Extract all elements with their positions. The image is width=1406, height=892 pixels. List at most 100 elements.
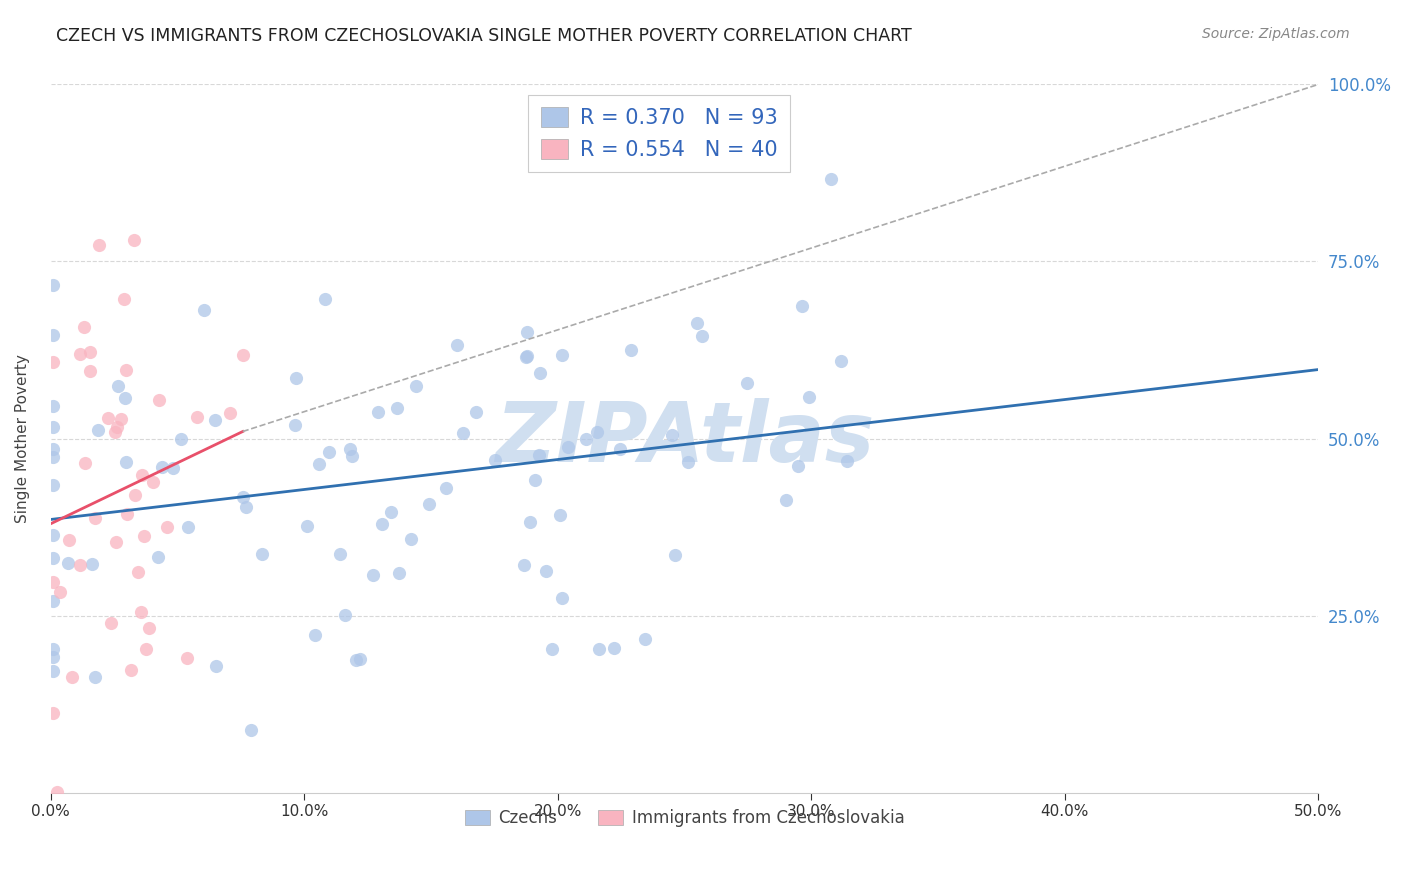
Point <box>115 363 138 377</box>
Point <box>349 652 371 666</box>
Point <box>42 450 65 464</box>
Point <box>314 292 336 306</box>
Point <box>548 508 571 523</box>
Point <box>586 425 609 440</box>
Point <box>588 641 610 656</box>
Point <box>115 455 138 469</box>
Point <box>342 449 364 463</box>
Point <box>42 399 65 413</box>
Point <box>42 477 65 491</box>
Point <box>110 412 132 426</box>
Legend: Czechs, Immigrants from Czechoslovakia: Czechs, Immigrants from Czechoslovakia <box>458 803 911 834</box>
Point <box>186 409 208 424</box>
Point <box>690 329 713 343</box>
Point <box>84 511 107 525</box>
Point <box>79 364 101 378</box>
Point <box>170 433 193 447</box>
Point <box>120 663 142 677</box>
Point <box>79 345 101 359</box>
Point <box>205 659 228 673</box>
Point <box>385 401 408 415</box>
Y-axis label: Single Mother Poverty: Single Mother Poverty <box>15 354 30 523</box>
Point <box>42 551 65 566</box>
Point <box>775 493 797 508</box>
Point <box>333 608 356 623</box>
Point <box>634 632 657 646</box>
Point <box>837 454 859 468</box>
Point <box>42 442 65 456</box>
Point <box>42 665 65 679</box>
Point <box>127 566 149 580</box>
Point <box>529 366 551 380</box>
Point <box>250 547 273 561</box>
Point <box>557 441 579 455</box>
Point <box>148 393 170 408</box>
Point <box>399 532 422 546</box>
Point <box>464 405 486 419</box>
Point <box>361 567 384 582</box>
Point <box>146 550 169 565</box>
Point <box>42 420 65 434</box>
Point <box>516 349 538 363</box>
Point <box>540 641 562 656</box>
Point <box>344 653 367 667</box>
Point <box>42 706 65 721</box>
Point <box>134 529 156 543</box>
Point <box>405 379 427 393</box>
Point <box>551 591 574 606</box>
Point <box>551 348 574 362</box>
Point <box>318 445 340 459</box>
Point <box>42 528 65 542</box>
Point <box>75 456 97 470</box>
Point <box>100 616 122 631</box>
Point <box>786 458 808 473</box>
Point <box>434 481 457 495</box>
Point <box>232 490 254 504</box>
Point <box>329 547 352 561</box>
Point <box>177 520 200 534</box>
Point <box>297 519 319 533</box>
Point <box>529 448 551 462</box>
Point <box>42 278 65 293</box>
Point <box>42 642 65 657</box>
Text: CZECH VS IMMIGRANTS FROM CZECHOSLOVAKIA SINGLE MOTHER POVERTY CORRELATION CHART: CZECH VS IMMIGRANTS FROM CZECHOSLOVAKIA … <box>56 27 912 45</box>
Point <box>129 605 152 619</box>
Point <box>575 432 598 446</box>
Point <box>73 319 96 334</box>
Point <box>219 406 242 420</box>
Point <box>42 355 65 369</box>
Text: Source: ZipAtlas.com: Source: ZipAtlas.com <box>1202 27 1350 41</box>
Point <box>204 413 226 427</box>
Point <box>232 348 254 362</box>
Point <box>453 426 475 441</box>
Point <box>42 574 65 589</box>
Point <box>418 497 440 511</box>
Point <box>105 420 128 434</box>
Point <box>534 564 557 578</box>
Point <box>69 558 91 573</box>
Point <box>124 488 146 502</box>
Point <box>239 723 262 737</box>
Point <box>519 515 541 529</box>
Point <box>380 505 402 519</box>
Point <box>523 474 546 488</box>
Point <box>193 303 215 318</box>
Point <box>87 423 110 437</box>
Point <box>515 351 537 365</box>
Point <box>176 650 198 665</box>
Point <box>49 585 72 599</box>
Point <box>97 410 120 425</box>
Point <box>284 417 307 432</box>
Point <box>114 392 136 406</box>
Point <box>602 641 624 656</box>
Point <box>156 519 179 533</box>
Point <box>308 458 330 472</box>
Point <box>686 316 709 330</box>
Point <box>676 455 699 469</box>
Point <box>60 670 83 684</box>
Point <box>516 325 538 339</box>
Point <box>138 622 160 636</box>
Point <box>388 566 411 580</box>
Point <box>284 371 307 385</box>
Point <box>56 557 79 571</box>
